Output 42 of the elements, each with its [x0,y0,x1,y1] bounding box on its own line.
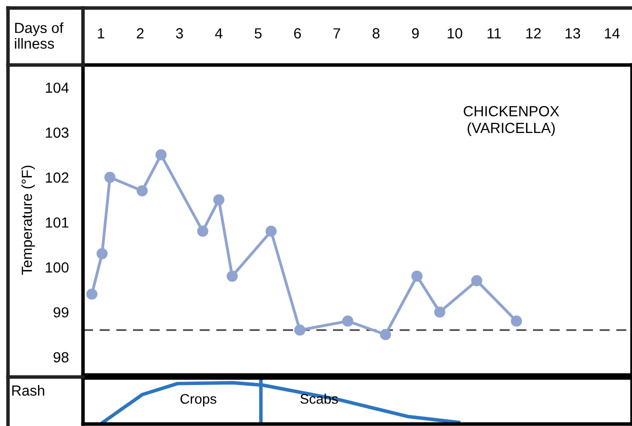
x-tick-label: 2 [136,28,144,38]
point [434,306,446,318]
x-tick-label: 9 [412,28,419,39]
point [226,270,238,282]
point [266,226,277,237]
annotation: Crops [180,394,216,407]
y-tick-label: 99 [54,307,68,318]
x-tick-label: 11 [488,28,501,38]
point [510,316,522,327]
y-tick-label: 102 [46,172,68,183]
point [471,275,482,286]
x-axis-title: Days of illness [14,22,64,49]
x-tick-label: 14 [604,28,620,38]
x-tick-label: 4 [215,28,222,38]
point [380,329,392,340]
point [96,248,108,260]
y-tick-label: 100 [46,262,69,273]
point [411,270,423,282]
x-tick-label: 13 [566,28,580,39]
x-tick-label: 7 [333,28,340,38]
point [136,185,148,196]
x-tick-label: 1 [98,28,104,38]
point [197,226,208,237]
y-axis-title: Rash [12,385,44,396]
point [342,316,354,327]
point [294,324,306,336]
annotation: CHICKENPOX (VARICELLA) [464,106,560,136]
y-tick-label: 104 [46,82,69,93]
x-tick-label: 5 [254,28,262,39]
point [155,149,167,160]
y-tick-label: 98 [54,352,68,362]
x-tick-label: 3 [176,28,183,39]
x-tick-label: 8 [372,28,380,39]
x-tick-label: 10 [448,28,462,39]
y-tick-label: 103 [46,127,68,138]
point [213,194,224,206]
point [104,172,116,183]
x-tick-label: 6 [294,28,301,39]
point [86,288,98,300]
y-axis-title: Temperature (°F) [21,166,35,275]
x-tick-label: 12 [526,28,541,38]
y-tick-label: 101 [46,217,68,228]
